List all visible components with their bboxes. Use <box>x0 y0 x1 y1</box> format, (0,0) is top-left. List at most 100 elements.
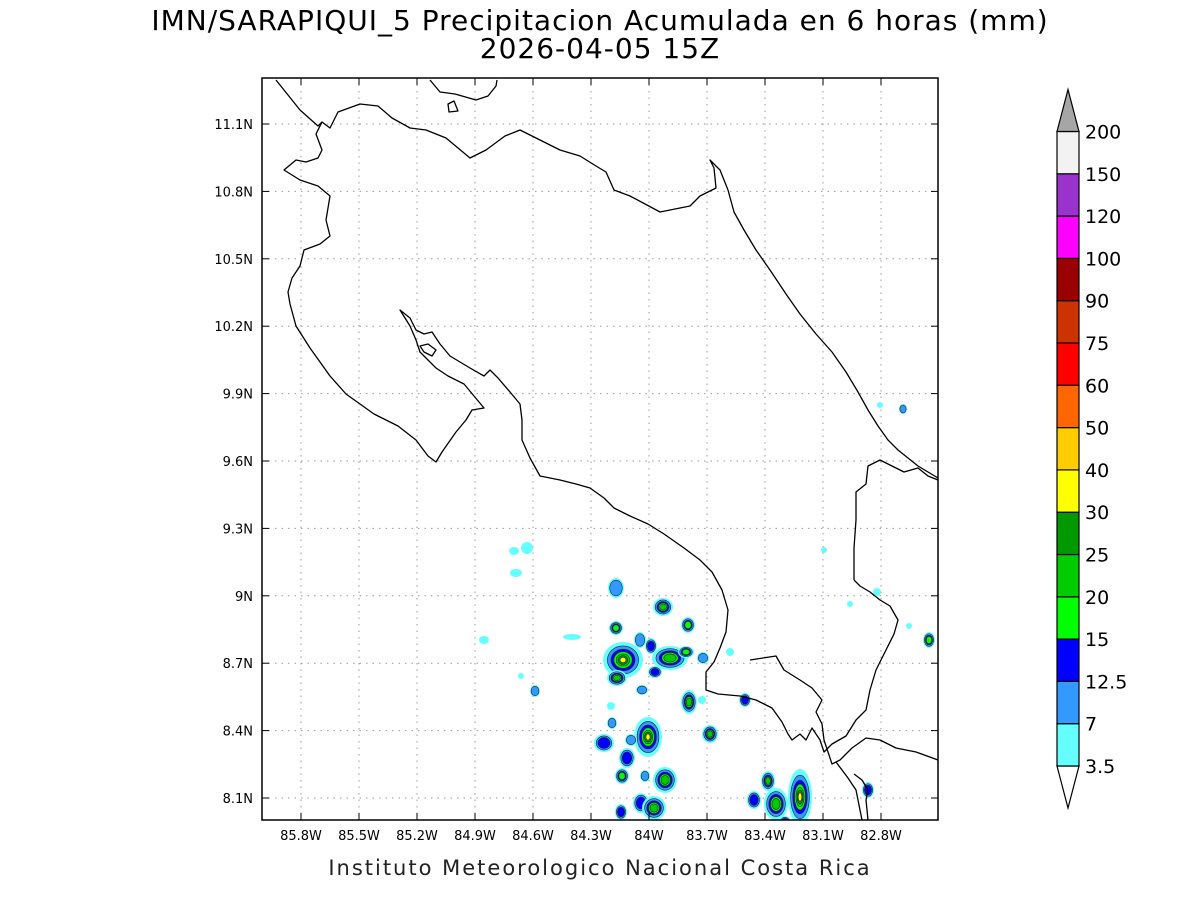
precip-contour <box>847 601 853 607</box>
lake-shore <box>429 79 498 101</box>
precip-cell <box>640 770 650 782</box>
precip-contour <box>899 404 907 414</box>
precip-contour <box>617 806 625 818</box>
precip-contour <box>685 697 693 707</box>
lat-tick-label: 9.9N <box>223 388 253 403</box>
precip-cell <box>510 569 522 577</box>
latitude-labels: 11.1N 10.8N 10.5N 10.2N 9.9N 9.6N 9.3N 9N 8.7N 8.… <box>214 118 253 807</box>
precip-cell <box>779 816 791 820</box>
lon-tick-label: 84W <box>634 829 664 844</box>
precip-cell <box>702 725 718 743</box>
precip-cell <box>603 642 643 678</box>
precip-cell <box>761 771 775 791</box>
precipitation-field <box>479 402 935 820</box>
colorbar-label: 75 <box>1085 333 1109 355</box>
lat-tick-label: 8.1N <box>223 792 253 807</box>
precip-cell <box>739 693 751 707</box>
colorbar-label: 12.5 <box>1085 671 1127 693</box>
precip-contour <box>621 751 633 765</box>
precip-cell <box>642 796 666 820</box>
precip-cell <box>698 696 706 704</box>
precip-contour <box>682 648 690 656</box>
precip-contour <box>660 775 670 785</box>
precip-contour <box>626 735 636 745</box>
triangle-down-icon <box>1056 765 1080 811</box>
precip-cell <box>697 652 709 664</box>
lake-island <box>447 100 459 113</box>
nicaragua-border-line <box>275 79 729 213</box>
golfito-coast <box>835 761 863 820</box>
precip-cell <box>518 673 524 679</box>
precip-contour <box>530 686 540 696</box>
precip-contour <box>925 636 933 644</box>
grid-lines <box>262 78 938 820</box>
lon-tick-label: 85.2W <box>396 829 438 844</box>
lat-tick-label: 10.5N <box>214 253 253 268</box>
precip-cell <box>594 734 614 752</box>
colorbar-label: 60 <box>1085 375 1109 397</box>
precip-cell <box>923 632 935 648</box>
colorbar-label: 3.5 <box>1085 756 1115 778</box>
precip-contour <box>510 569 522 577</box>
lat-tick-label: 10.2N <box>214 320 253 335</box>
lat-tick-label: 9N <box>235 590 253 605</box>
lat-tick-label: 9.6N <box>223 455 253 470</box>
precip-contour <box>597 737 611 749</box>
precip-cell <box>678 646 694 658</box>
axis-ticks <box>262 78 938 820</box>
lat-tick-label: 8.4N <box>223 725 253 740</box>
precip-cell <box>634 717 662 757</box>
precip-contour <box>698 653 708 663</box>
gulf-islet <box>419 343 437 357</box>
precip-cell <box>530 685 540 697</box>
precip-contour <box>726 648 734 656</box>
osa-peninsula <box>749 655 938 765</box>
colorbar-swatch <box>1056 215 1080 260</box>
map-timestamp: 2026-04-05 15Z <box>479 32 721 65</box>
precip-cell <box>609 621 623 635</box>
colorbar-label: 25 <box>1085 545 1109 567</box>
precip-cell <box>788 769 812 820</box>
colorbar-swatch <box>1056 300 1080 344</box>
precip-contour <box>647 640 655 652</box>
colorbar-swatch <box>1056 511 1080 556</box>
precip-contour <box>659 603 667 611</box>
colorbar-swatch <box>1056 469 1080 513</box>
precip-contour <box>706 730 714 738</box>
pacific-coast-north <box>283 121 899 753</box>
panama-border-line <box>853 459 938 580</box>
lat-tick-label: 11.1N <box>214 118 253 133</box>
colorbar: 3.5 7 12.5 15 20 25 30 40 50 60 75 90 100 120 150 200 <box>1056 87 1127 811</box>
colorbar-label: 200 <box>1085 122 1121 144</box>
colorbar-swatch <box>1056 723 1080 767</box>
colorbar-swatch <box>1056 257 1080 302</box>
map-title: IMN/SARAPIQUI_5 Precipitacion Acumulada … <box>151 4 1049 37</box>
precip-cell <box>653 767 677 793</box>
precip-contour <box>684 621 692 629</box>
precip-contour <box>821 547 827 553</box>
lon-tick-label: 84.6W <box>512 829 554 844</box>
colorbar-label: 15 <box>1085 629 1109 651</box>
precip-cell <box>681 617 695 633</box>
colorbar-label: 50 <box>1085 418 1109 440</box>
precip-contour <box>607 702 615 710</box>
precip-contour <box>663 653 677 663</box>
precip-contour <box>906 623 912 629</box>
colorbar-label: 150 <box>1085 164 1121 186</box>
precip-cell <box>607 717 617 729</box>
precip-contour <box>797 792 803 802</box>
precip-cell <box>645 638 657 654</box>
burica-coast <box>853 773 869 820</box>
precip-cell <box>625 734 637 746</box>
precip-cell <box>764 788 788 820</box>
map-frame <box>261 77 939 821</box>
precip-cell <box>821 547 827 553</box>
caribbean-coast <box>727 189 938 479</box>
colorbar-swatch <box>1056 427 1080 471</box>
lon-tick-label: 84.9W <box>454 829 496 844</box>
colorbar-label: 120 <box>1085 206 1121 228</box>
coastline-borders <box>275 79 938 820</box>
lat-tick-label: 8.7N <box>223 657 253 672</box>
precip-cell <box>847 601 853 607</box>
